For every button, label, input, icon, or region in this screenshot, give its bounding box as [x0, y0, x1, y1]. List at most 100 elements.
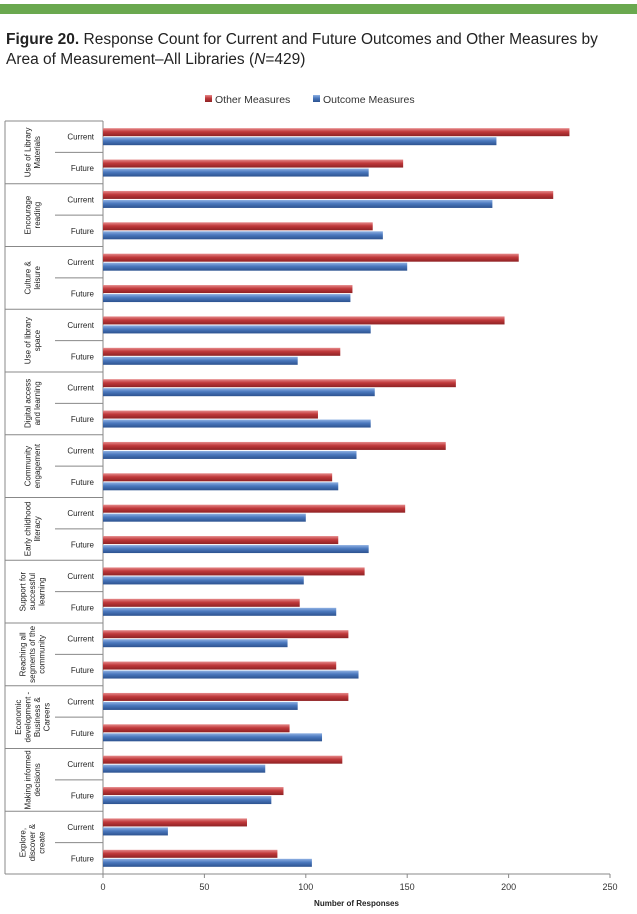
bar-other-measures [103, 849, 278, 858]
legend-label-other-measures: Other Measures [215, 94, 290, 106]
bar-other-measures [103, 567, 365, 576]
x-tick-label: 50 [199, 882, 209, 892]
bar-group: Early childhoodliteracy Current Future [5, 497, 406, 557]
bar-group: Use of LibraryMaterials Current Future [5, 120, 570, 177]
bar-other-measures [103, 661, 337, 670]
bar-other-measures [103, 410, 318, 419]
bar-outcome-measures [103, 137, 497, 146]
row-label-future: Future [71, 854, 95, 863]
bar-group: Culture &leisure Current Future [5, 246, 519, 303]
figure-number: Figure 20. [6, 31, 80, 48]
bar-outcome-measures [103, 294, 351, 303]
row-label-current: Current [67, 635, 94, 644]
bar-other-measures [103, 222, 373, 231]
bar-outcome-measures [103, 513, 306, 522]
row-label-future: Future [71, 792, 95, 801]
bar-other-measures [103, 818, 247, 827]
row-label-current: Current [67, 195, 94, 204]
bar-group: Use of libraryspace Current Future [5, 308, 505, 365]
figure-n-label: N [254, 51, 266, 68]
group-label: Encouragereading [23, 195, 42, 234]
x-tick-label: 0 [100, 882, 105, 892]
x-tick-label: 100 [298, 882, 313, 892]
row-label-current: Current [67, 760, 94, 769]
group-label: Communityengagement [23, 443, 42, 488]
group-label: Reaching allsegments of thecommunity [19, 625, 47, 682]
bar-outcome-measures [103, 607, 337, 616]
bar-outcome-measures [103, 827, 168, 836]
x-tick-label: 250 [602, 882, 617, 892]
bar-other-measures [103, 347, 341, 356]
bar-outcome-measures [103, 576, 304, 585]
row-label-current: Current [67, 258, 94, 267]
bar-other-measures [103, 441, 446, 450]
row-label-future: Future [71, 415, 95, 424]
bar-outcome-measures [103, 231, 383, 240]
bar-group: Reaching allsegments of thecommunity Curr… [5, 622, 359, 683]
bar-other-measures [103, 190, 554, 199]
row-label-future: Future [71, 603, 95, 612]
row-label-current: Current [67, 509, 94, 518]
bar-group: Support forsuccessfullearning Current Futu… [5, 559, 365, 616]
bar-outcome-measures [103, 356, 298, 365]
row-label-current: Current [67, 321, 94, 330]
bar-group: Encouragereading Current Future [5, 183, 554, 240]
figure-title: Figure 20. Response Count for Current an… [6, 30, 631, 70]
row-label-future: Future [71, 227, 95, 236]
legend: Other Measures Outcome Measures [205, 94, 415, 106]
bar-outcome-measures [103, 482, 339, 491]
bar-other-measures [103, 159, 404, 168]
bar-other-measures [103, 285, 353, 294]
row-label-future: Future [71, 164, 95, 173]
bar-other-measures [103, 253, 519, 262]
bar-outcome-measures [103, 733, 323, 742]
bar-group: Communityengagement Current Future [5, 434, 446, 491]
legend-swatch-other-measures [205, 95, 212, 102]
bar-outcome-measures [103, 419, 371, 428]
bar-outcome-measures [103, 388, 375, 397]
row-label-future: Future [71, 666, 95, 675]
bar-other-measures [103, 316, 505, 325]
group-label: Explore,discover &create [19, 823, 47, 861]
bar-outcome-measures [103, 670, 359, 679]
bar-outcome-measures [103, 858, 312, 867]
bar-group: Making informeddecisions Current Future [5, 748, 343, 809]
x-axis-title: Number of Responses [314, 899, 399, 908]
bar-other-measures [103, 504, 406, 513]
bar-outcome-measures [103, 450, 357, 459]
bar-outcome-measures [103, 639, 288, 648]
bar-other-measures [103, 598, 300, 607]
bar-outcome-measures [103, 545, 369, 554]
bar-group: Explore,discover &create Current Future [5, 810, 312, 867]
bar-group: Digital accessand learning Current Future [5, 371, 456, 428]
row-label-current: Current [67, 446, 94, 455]
group-label: Use of LibraryMaterials [23, 127, 42, 177]
row-label-future: Future [71, 478, 95, 487]
group-label: Use of libraryspace [23, 317, 42, 364]
bar-other-measures [103, 379, 456, 388]
x-tick-label: 150 [400, 882, 415, 892]
bar-other-measures [103, 724, 290, 733]
row-label-future: Future [71, 729, 95, 738]
group-label: Support forsuccessfullearning [19, 572, 47, 612]
row-label-current: Current [67, 384, 94, 393]
figure-title-text: Response Count for Current and Future Ou… [6, 31, 598, 68]
bar-other-measures [103, 473, 333, 482]
bar-outcome-measures [103, 262, 408, 271]
row-label-current: Current [67, 133, 94, 142]
x-tick-label: 200 [501, 882, 516, 892]
top-accent-bar [0, 4, 637, 14]
bar-outcome-measures [103, 325, 371, 334]
bar-other-measures [103, 630, 349, 639]
legend-label-outcome-measures: Outcome Measures [323, 94, 415, 106]
bar-outcome-measures [103, 764, 266, 773]
row-label-current: Current [67, 572, 94, 581]
bar-outcome-measures [103, 168, 369, 177]
group-label: Early childhoodliteracy [23, 502, 42, 557]
figure-title-suffix: =429) [265, 51, 306, 68]
bar-other-measures [103, 536, 339, 545]
bar-other-measures [103, 692, 349, 701]
bar-other-measures [103, 787, 284, 796]
row-label-future: Future [71, 541, 95, 550]
